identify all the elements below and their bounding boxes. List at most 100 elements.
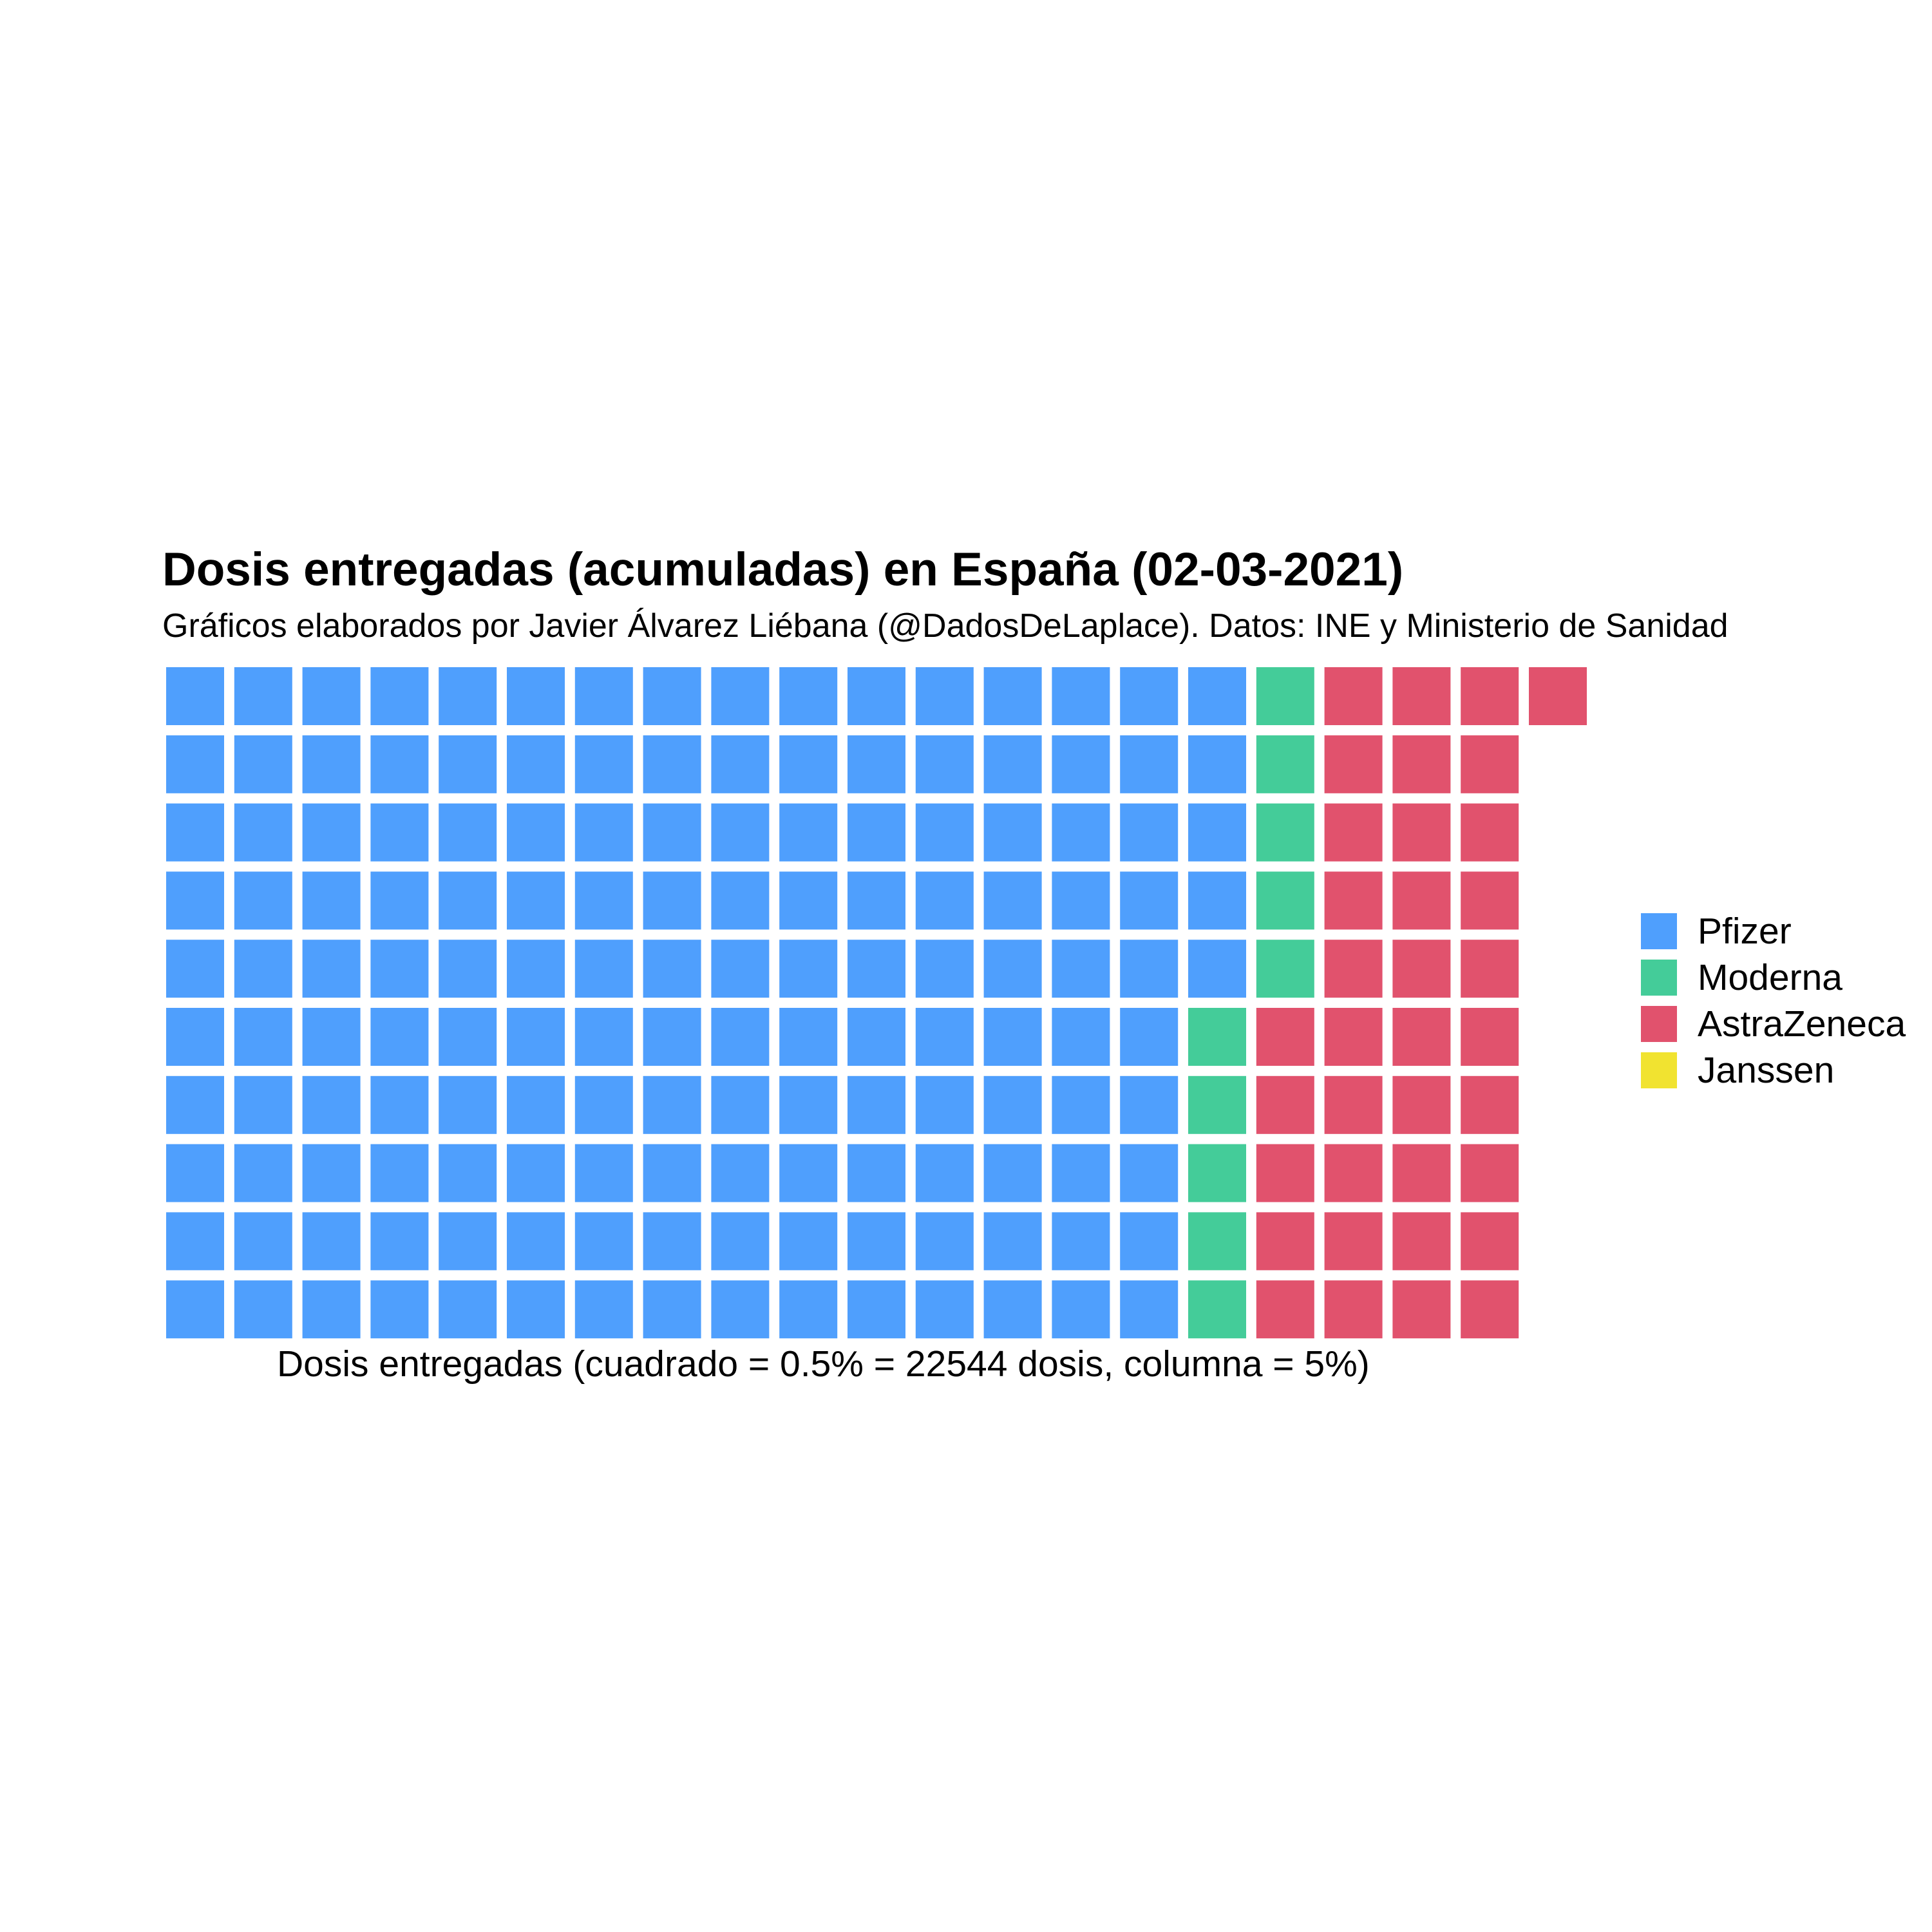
waffle-square-pfizer (848, 735, 905, 793)
waffle-square-pfizer (370, 1075, 429, 1134)
waffle-square-pfizer (370, 735, 429, 793)
waffle-square-pfizer (643, 735, 701, 793)
waffle-square-pfizer (1052, 1212, 1110, 1271)
waffle-square-astrazeneca (1256, 1280, 1314, 1339)
waffle-square-pfizer (574, 1280, 633, 1339)
waffle-square-pfizer (711, 1144, 770, 1202)
waffle-square-astrazeneca (1461, 1212, 1519, 1271)
waffle-square-astrazeneca (1324, 940, 1383, 998)
legend-label-pfizer: Pfizer (1698, 911, 1792, 952)
waffle-square-astrazeneca (1392, 1144, 1451, 1202)
waffle-square-pfizer (711, 735, 770, 793)
waffle-square-pfizer (166, 803, 224, 862)
waffle-square-pfizer (848, 667, 905, 725)
waffle-square-pfizer (166, 1008, 224, 1066)
waffle-square-pfizer (507, 1144, 565, 1202)
waffle-square-astrazeneca (1461, 940, 1519, 998)
waffle-square-pfizer (1120, 1075, 1179, 1134)
waffle-square-pfizer (1120, 1008, 1179, 1066)
waffle-square-pfizer (574, 803, 633, 862)
waffle-square-pfizer (439, 871, 497, 930)
waffle-square-moderna (1256, 667, 1314, 725)
waffle-square-pfizer (1120, 735, 1179, 793)
waffle-square-pfizer (983, 667, 1042, 725)
waffle-square-pfizer (1120, 1144, 1179, 1202)
waffle-square-pfizer (915, 667, 974, 725)
waffle-square-pfizer (574, 667, 633, 725)
waffle-square-pfizer (302, 871, 361, 930)
waffle-square-astrazeneca (1392, 1008, 1451, 1066)
waffle-square-pfizer (915, 1212, 974, 1271)
waffle-square-pfizer (848, 1144, 905, 1202)
legend-key-moderna (1641, 960, 1677, 996)
waffle-square-pfizer (234, 940, 292, 998)
waffle-square-pfizer (574, 1008, 633, 1066)
waffle-square-pfizer (1052, 803, 1110, 862)
chart-subtitle: Gráficos elaborados por Javier Álvarez L… (162, 607, 1728, 645)
waffle-square-pfizer (166, 1280, 224, 1339)
waffle-square-pfizer (779, 940, 838, 998)
waffle-square-pfizer (1052, 1008, 1110, 1066)
waffle-square-pfizer (915, 1008, 974, 1066)
waffle-square-pfizer (915, 1144, 974, 1202)
waffle-square-pfizer (439, 1212, 497, 1271)
waffle-square-pfizer (1052, 667, 1110, 725)
waffle-square-pfizer (779, 735, 838, 793)
waffle-square-pfizer (983, 1075, 1042, 1134)
waffle-square-pfizer (915, 803, 974, 862)
waffle-square-astrazeneca (1256, 1075, 1314, 1134)
waffle-square-pfizer (370, 940, 429, 998)
waffle-square-pfizer (1120, 871, 1179, 930)
waffle-square-pfizer (234, 1280, 292, 1339)
waffle-square-moderna (1256, 735, 1314, 793)
waffle-square-pfizer (643, 940, 701, 998)
waffle-square-pfizer (779, 871, 838, 930)
waffle-square-pfizer (915, 1280, 974, 1339)
waffle-square-pfizer (234, 1212, 292, 1271)
waffle-square-pfizer (915, 1075, 974, 1134)
waffle-square-pfizer (302, 940, 361, 998)
waffle-square-pfizer (711, 1280, 770, 1339)
waffle-square-pfizer (1052, 1144, 1110, 1202)
waffle-square-astrazeneca (1324, 871, 1383, 930)
waffle-square-pfizer (711, 803, 770, 862)
waffle-square-pfizer (643, 1008, 701, 1066)
waffle-square-astrazeneca (1461, 667, 1519, 725)
waffle-square-pfizer (234, 667, 292, 725)
waffle-square-astrazeneca (1324, 1212, 1383, 1271)
waffle-square-pfizer (643, 1075, 701, 1134)
waffle-square-astrazeneca (1324, 1008, 1383, 1066)
waffle-square-astrazeneca (1392, 940, 1451, 998)
waffle-square-pfizer (439, 1008, 497, 1066)
waffle-square-pfizer (234, 1008, 292, 1066)
waffle-square-pfizer (234, 1075, 292, 1134)
waffle-square-pfizer (1052, 1280, 1110, 1339)
waffle-square-pfizer (574, 735, 633, 793)
waffle-square-pfizer (234, 803, 292, 862)
waffle-square-pfizer (574, 940, 633, 998)
waffle-square-pfizer (1188, 871, 1246, 930)
waffle-square-astrazeneca (1529, 667, 1587, 725)
waffle-square-pfizer (507, 871, 565, 930)
waffle-square-pfizer (166, 940, 224, 998)
legend-label-astrazeneca: AstraZeneca (1698, 1003, 1906, 1045)
waffle-square-pfizer (915, 871, 974, 930)
legend-item-janssen: Janssen (1641, 1047, 1906, 1094)
waffle-square-pfizer (848, 940, 905, 998)
waffle-square-pfizer (915, 940, 974, 998)
waffle-square-pfizer (234, 735, 292, 793)
waffle-square-pfizer (779, 1144, 838, 1202)
waffle-square-astrazeneca (1324, 1280, 1383, 1339)
waffle-square-pfizer (302, 667, 361, 725)
waffle-square-pfizer (574, 1144, 633, 1202)
waffle-square-astrazeneca (1461, 1008, 1519, 1066)
waffle-square-pfizer (439, 1280, 497, 1339)
waffle-square-pfizer (1120, 667, 1179, 725)
waffle-square-moderna (1256, 871, 1314, 930)
waffle-square-pfizer (507, 1212, 565, 1271)
waffle-square-pfizer (302, 1075, 361, 1134)
waffle-square-pfizer (779, 1280, 838, 1339)
waffle-square-astrazeneca (1324, 803, 1383, 862)
waffle-square-pfizer (302, 735, 361, 793)
waffle-square-astrazeneca (1256, 1212, 1314, 1271)
